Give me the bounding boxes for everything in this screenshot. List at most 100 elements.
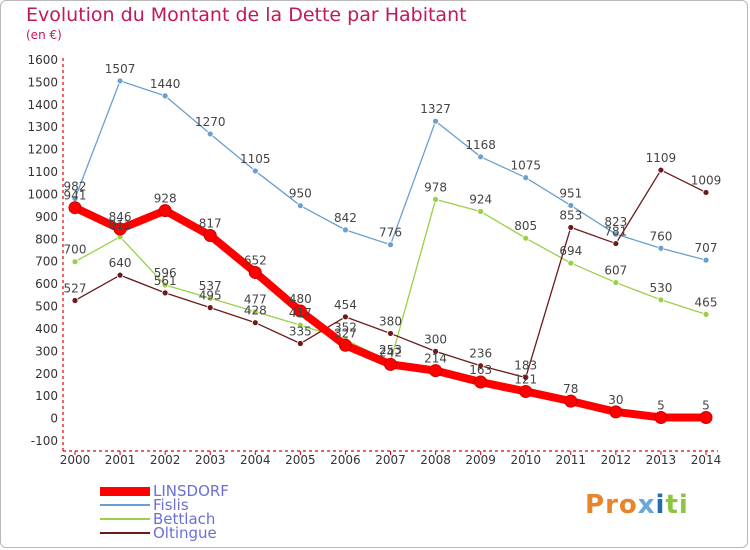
data-label-fislis: 982 (64, 180, 87, 194)
data-label-bettlach: 694 (559, 244, 582, 258)
data-point-linsdorf (68, 201, 82, 215)
data-point-linsdorf (699, 410, 713, 424)
data-label-fislis: 776 (379, 226, 402, 240)
x-tick-label: 2010 (510, 453, 541, 467)
data-label-oltingue: 183 (514, 359, 537, 373)
legend-label: Bettlach (153, 510, 216, 528)
y-tick-label: 100 (35, 389, 58, 403)
data-label-bettlach: 924 (469, 193, 492, 207)
data-point-linsdorf (564, 394, 578, 408)
x-tick-label: 2005 (285, 453, 316, 467)
y-tick-label: 1400 (27, 98, 58, 112)
data-point-oltingue (612, 240, 620, 247)
data-point-fislis (432, 117, 439, 125)
data-point-linsdorf (384, 357, 397, 371)
legend-swatch (100, 486, 150, 496)
data-point-linsdorf (113, 222, 127, 236)
chart-unit-label: (en €) (26, 28, 62, 42)
data-label-fislis: 842 (334, 211, 357, 225)
data-label-oltingue: 380 (379, 314, 402, 328)
x-tick-label: 2000 (60, 453, 91, 467)
data-label-fislis: 760 (649, 229, 672, 243)
data-point-oltingue (161, 289, 169, 297)
data-point-linsdorf (429, 364, 443, 378)
y-tick-label: 500 (35, 300, 58, 314)
legend-label: LINSDORF (153, 482, 229, 500)
logo-letter: P (585, 490, 606, 520)
x-tick-label: 2013 (646, 453, 677, 467)
data-point-fislis (296, 202, 304, 210)
data-label-fislis: 1075 (510, 159, 541, 173)
x-tick-label: 2009 (465, 453, 496, 467)
data-label-linsdorf: 652 (244, 253, 267, 267)
data-point-bettlach (702, 310, 710, 318)
y-tick-label: 700 (35, 255, 58, 269)
data-point-bettlach (206, 294, 214, 302)
data-point-fislis (567, 202, 575, 209)
logo-letter: i (678, 490, 689, 520)
data-label-bettlach: 465 (695, 295, 718, 309)
y-tick-label: 900 (35, 210, 58, 224)
data-point-linsdorf (203, 228, 217, 242)
data-point-linsdorf (654, 410, 668, 424)
data-label-fislis: 951 (559, 186, 582, 200)
data-point-oltingue (116, 271, 124, 279)
data-label-bettlach: 417 (289, 306, 312, 320)
data-point-oltingue (522, 374, 530, 381)
data-label-bettlach: 530 (649, 281, 672, 295)
proxiti-logo: Proxiti (585, 490, 689, 520)
data-label-fislis: 950 (289, 187, 312, 201)
data-point-fislis (657, 244, 665, 252)
data-point-bettlach (296, 321, 304, 329)
data-label-linsdorf: 928 (154, 192, 177, 206)
y-tick-label: 200 (35, 367, 58, 381)
data-label-oltingue: 300 (424, 332, 447, 346)
y-tick-label: 1000 (27, 187, 58, 201)
logo-letter: i (655, 490, 666, 520)
data-point-bettlach (251, 308, 259, 316)
data-point-fislis (612, 230, 620, 238)
data-point-bettlach (477, 208, 485, 215)
data-point-oltingue (702, 189, 710, 196)
data-point-fislis (387, 241, 394, 249)
data-label-fislis: 1327 (420, 102, 451, 116)
data-point-fislis (702, 256, 710, 264)
y-tick-label: -100 (31, 434, 58, 448)
x-tick-label: 2004 (240, 453, 271, 467)
data-label-fislis: 1440 (150, 77, 181, 91)
data-point-bettlach (567, 259, 575, 267)
data-point-linsdorf (248, 265, 262, 279)
data-label-fislis: 1270 (195, 115, 226, 129)
data-point-fislis (522, 174, 530, 182)
data-point-fislis (477, 153, 485, 161)
y-tick-label: 300 (35, 344, 58, 358)
data-point-bettlach (612, 279, 620, 286)
x-tick-label: 2012 (601, 453, 632, 467)
data-point-oltingue (567, 224, 575, 231)
legend-label: Oltingue (153, 524, 217, 542)
data-point-oltingue (342, 313, 349, 321)
y-tick-label: 600 (35, 277, 58, 291)
data-label-oltingue: 561 (154, 274, 177, 288)
y-tick-label: 1300 (27, 120, 58, 134)
x-tick-label: 2006 (330, 453, 361, 467)
x-tick-label: 2008 (420, 453, 451, 467)
data-label-linsdorf: 78 (563, 382, 578, 396)
data-label-linsdorf: 480 (289, 292, 312, 306)
legend-label: Fislis (153, 496, 189, 514)
data-label-oltingue: 1009 (691, 173, 722, 187)
data-label-bettlach: 537 (199, 279, 222, 293)
data-label-bettlach: 352 (334, 321, 357, 335)
data-label-bettlach: 596 (154, 266, 177, 280)
data-label-oltingue: 853 (559, 208, 582, 222)
data-label-oltingue: 236 (469, 347, 492, 361)
y-tick-label: 1200 (27, 143, 58, 157)
data-label-fislis: 1507 (105, 62, 136, 76)
data-label-bettlach: 811 (109, 218, 132, 232)
data-point-fislis (206, 130, 214, 138)
data-label-oltingue: 335 (289, 325, 312, 339)
data-point-oltingue (296, 340, 304, 347)
data-point-oltingue (477, 362, 485, 370)
